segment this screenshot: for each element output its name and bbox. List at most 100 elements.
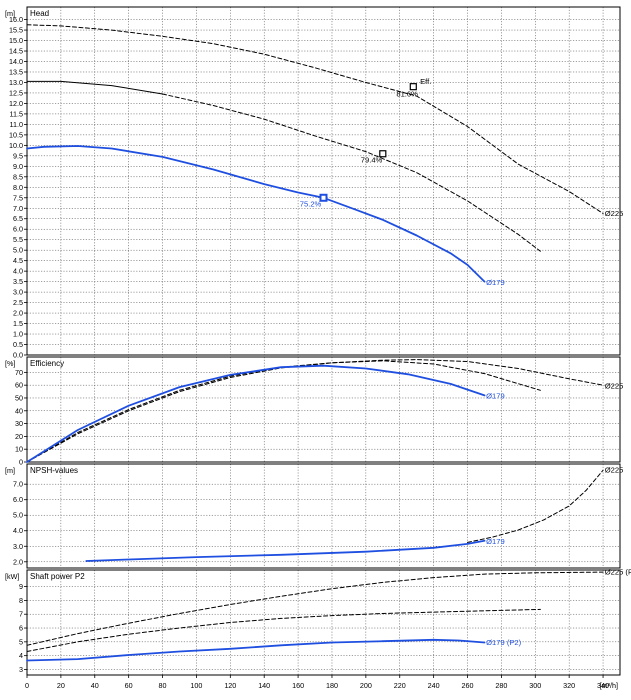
y-tick-label: 6.5 — [13, 214, 23, 223]
y-tick-label: 9 — [19, 582, 23, 591]
y-tick-label: 6.0 — [13, 225, 23, 234]
y-tick-label: 15.5 — [9, 26, 23, 35]
y-tick-label: 4.5 — [13, 256, 23, 265]
curve-label: Ø225 (P2) — [605, 568, 631, 577]
y-tick-label: 4 — [19, 651, 23, 660]
y-tick-label: 7.5 — [13, 193, 23, 202]
duty-point-marker — [319, 193, 328, 202]
panel-frame — [26, 6, 621, 356]
y-tick-label: 7.0 — [13, 480, 23, 489]
y-tick-label: 6 — [19, 624, 23, 633]
y-tick-label: 12.5 — [9, 88, 23, 97]
y-tick-label: 60 — [15, 381, 23, 390]
x-tick-label: 320 — [563, 681, 575, 690]
y-tick-label: 2.5 — [13, 298, 23, 307]
curve-label: Ø225 — [605, 381, 624, 390]
x-tick-label: 0 — [25, 681, 29, 690]
x-tick-label: 60 — [125, 681, 133, 690]
y-tick-label: 3.5 — [13, 277, 23, 286]
x-tick-label: 160 — [292, 681, 304, 690]
panel-frame — [26, 569, 621, 676]
y-tick-label: 4.0 — [13, 267, 23, 276]
curve-label: Ø225 — [605, 466, 624, 475]
eff-label: Eff. — [420, 77, 431, 86]
curve-reference — [26, 360, 541, 463]
curve--179 — [85, 539, 486, 562]
y-tick-label: 14.5 — [9, 47, 23, 56]
y-tick-label: 3 — [19, 665, 23, 674]
curve--179 — [26, 364, 486, 463]
y-tick-label: 4.0 — [13, 526, 23, 535]
y-tick-label: 6.0 — [13, 495, 23, 504]
y-tick-label: 15.0 — [9, 36, 23, 45]
x-tick-label: 180 — [326, 681, 338, 690]
duty-point-marker — [379, 150, 387, 158]
panel-unit: [%] — [5, 359, 15, 368]
y-tick-label: 2.0 — [13, 309, 23, 318]
curve--179-P2- — [26, 638, 486, 662]
curve-label: Ø225 — [605, 209, 624, 218]
y-tick-label: 10 — [15, 445, 23, 454]
panel-title: NPSH-values — [30, 466, 78, 475]
curve-label: Ø179 — [486, 392, 505, 401]
x-tick-label: 240 — [428, 681, 440, 690]
curve-label: Ø179 — [486, 278, 505, 287]
x-axis-unit: [m³/h] — [600, 681, 618, 690]
y-tick-label: 0.5 — [13, 340, 23, 349]
y-tick-label: 2.0 — [13, 557, 23, 566]
x-tick-label: 100 — [190, 681, 202, 690]
y-tick-label: 11.5 — [10, 109, 23, 118]
curve--179 — [26, 145, 486, 283]
curve-reference-dashed — [162, 93, 541, 252]
panel-title: Head — [30, 9, 49, 18]
x-tick-label: 340 — [597, 681, 609, 690]
y-tick-label: 3.0 — [13, 288, 23, 297]
panel-unit: [kW] — [5, 572, 19, 581]
y-tick-label: 50 — [15, 393, 23, 402]
curve-label: Ø179 (P2) — [486, 638, 522, 647]
y-tick-label: 1.5 — [13, 319, 23, 328]
y-tick-label: 5 — [19, 637, 23, 646]
y-tick-label: 5.5 — [13, 235, 23, 244]
panel-frame — [26, 356, 621, 463]
y-tick-label: 7 — [19, 610, 23, 619]
x-tick-label: 300 — [529, 681, 541, 690]
y-tick-label: 11.0 — [10, 120, 23, 129]
panel-title: Efficiency — [30, 359, 64, 368]
panel-head: 0.0 0.51.0 1.52.0 2.53.0 3.54.0 4.55.0 5.56.0 6… — [5, 6, 624, 360]
curve-reference-solid — [26, 80, 164, 95]
duty-point-marker — [409, 83, 417, 91]
y-tick-label: 3.0 — [13, 542, 23, 551]
panel-unit: [m] — [5, 466, 15, 475]
panel-efficiency: 0 10 20 30 40 50 60 70[%] Efficiency Ø225 Ø179 — [5, 356, 624, 467]
x-tick-label: 140 — [258, 681, 270, 690]
panel-power: 3 4 5 6 7 8 9[kW] Shaft power P2 Ø225 (P2) Ø179 (… — [5, 568, 631, 676]
x-tick-label: 40 — [91, 681, 99, 690]
x-tick-label: 20 — [57, 681, 65, 690]
y-tick-label: 7.0 — [13, 204, 23, 213]
y-tick-label: 13.5 — [9, 67, 23, 76]
y-tick-label: 30 — [15, 419, 23, 428]
curve--225 — [467, 469, 604, 543]
curve--225-P2- — [26, 571, 604, 646]
y-tick-label: 5.0 — [13, 246, 23, 255]
y-tick-label: 5.0 — [13, 511, 23, 520]
y-tick-label: 20 — [15, 432, 23, 441]
x-tick-label: 200 — [360, 681, 372, 690]
x-tick-label: 260 — [462, 681, 474, 690]
y-tick-label: 12.0 — [9, 99, 23, 108]
y-tick-label: 40 — [15, 406, 23, 415]
panel-unit: [m] — [5, 9, 15, 18]
curve-reference — [26, 608, 541, 652]
y-tick-label: 70 — [15, 368, 23, 377]
y-tick-label: 14.0 — [9, 57, 23, 66]
curve-label: Ø179 — [486, 537, 505, 546]
panel-frame — [26, 463, 621, 569]
y-tick-label: 0.0 — [13, 351, 23, 360]
efficiency-label: 75.2% — [300, 200, 322, 209]
y-tick-label: 9.0 — [13, 162, 23, 171]
y-tick-label: 1.0 — [13, 330, 23, 339]
x-tick-label: 220 — [394, 681, 406, 690]
panel-npsh: 2.0 3.0 4.0 5.0 6.0 7.0 [m] NPSH-values Ø225 Ø179 — [5, 463, 624, 569]
